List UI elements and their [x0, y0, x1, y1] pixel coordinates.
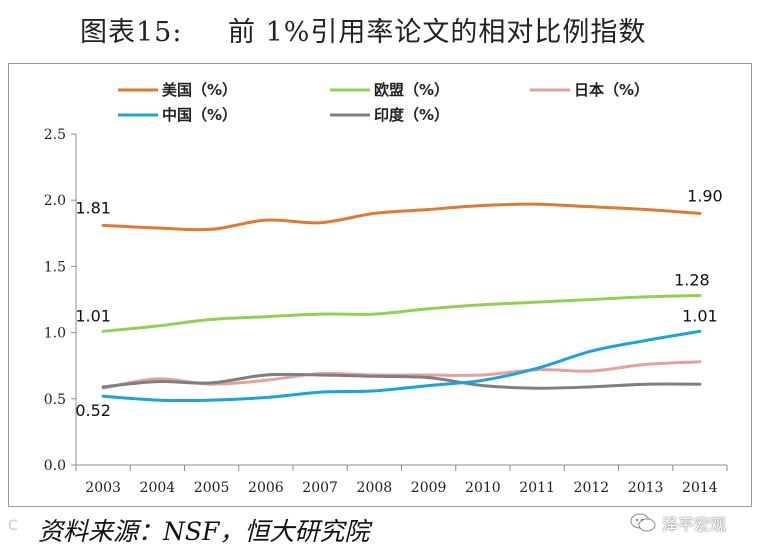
watermark: 泽平宏观: [630, 508, 726, 538]
title-text: 前 1%引用率论文的相对比例指数: [228, 17, 647, 48]
watermark-mark: C: [8, 518, 18, 534]
x-tick-label: 2006: [248, 480, 284, 496]
y-tick-label: 2.0: [44, 193, 66, 209]
x-tick-label: 2003: [85, 480, 121, 496]
series-line-0: [101, 202, 702, 232]
wechat-icon: [630, 513, 656, 532]
x-tick-label: 2010: [465, 480, 501, 496]
legend-label-1: 欧盟（%）: [374, 81, 449, 99]
chart-title: 图表15: 前 1%引用率论文的相对比例指数: [0, 6, 760, 48]
watermark-brand: 泽平宏观: [662, 515, 727, 534]
x-tick-label: 2008: [357, 480, 393, 496]
data-label: 0.52: [75, 401, 111, 420]
series-line-3: [101, 329, 702, 403]
data-label: 1.81: [75, 198, 111, 217]
y-tick-label: 0.0: [44, 458, 66, 474]
data-label: 1.01: [75, 306, 111, 325]
x-tick-label: 2005: [194, 480, 230, 496]
y-tick-label: 1.5: [44, 259, 66, 275]
x-tick-label: 2012: [574, 480, 610, 496]
legend-label-2: 日本（%）: [574, 81, 649, 99]
y-tick-label: 1.0: [44, 326, 66, 342]
y-tick-label: 0.5: [44, 392, 66, 408]
x-tick-label: 2007: [302, 480, 338, 496]
series-line-1: [101, 294, 702, 333]
chart-frame: [8, 63, 752, 507]
data-label: 1.90: [687, 186, 723, 205]
legend-label-0: 美国（%）: [162, 81, 237, 99]
x-tick-label: 2011: [519, 480, 555, 496]
x-tick-label: 2014: [682, 480, 718, 496]
y-tick-label: 2.5: [44, 127, 66, 143]
data-label: 1.28: [674, 271, 710, 290]
data-label: 1.01: [682, 306, 718, 325]
source-note: 资料来源：NSF，恒大研究院: [38, 517, 370, 546]
x-tick-label: 2004: [140, 480, 176, 496]
legend-label-3: 中国（%）: [162, 106, 237, 124]
series-line-4: [101, 372, 702, 390]
figure-number: 图表15:: [80, 17, 183, 48]
x-tick-label: 2013: [628, 480, 664, 496]
x-tick-label: 2009: [411, 480, 447, 496]
legend-label-4: 印度（%）: [374, 106, 449, 124]
